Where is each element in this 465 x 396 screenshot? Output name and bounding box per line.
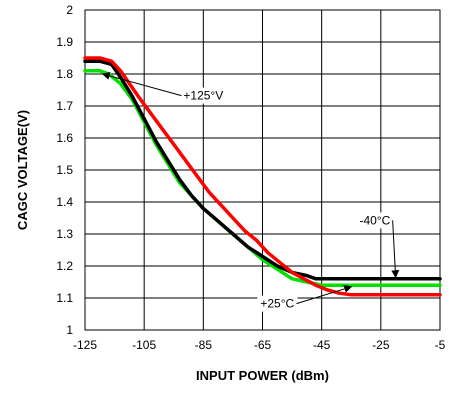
y-tick-label: 1.1 <box>56 291 73 305</box>
grid <box>84 9 441 331</box>
annotation-label: +125°V <box>183 89 223 103</box>
y-tick-label: 1.5 <box>56 163 73 177</box>
y-tick-label: 1.2 <box>56 259 73 273</box>
y-tick-label: 2 <box>66 3 73 17</box>
annotation-arrow <box>296 285 353 305</box>
x-tick-label: -5 <box>435 338 446 352</box>
annotation-label-background <box>257 295 298 312</box>
annotation-arrow <box>101 71 182 97</box>
y-tick-label: 1.8 <box>56 67 73 81</box>
x-tick-labels: -125 -105 -85 -65 -45 -25 -5 <box>73 338 446 352</box>
x-tick-label: -105 <box>132 338 156 352</box>
y-axis-title: CAGC VOLTAGE(V) <box>15 110 30 230</box>
series-line-2 <box>83 56 442 297</box>
y-tick-label: 1.3 <box>56 227 73 241</box>
x-tick-label: -45 <box>313 338 331 352</box>
annotation-arrow <box>391 220 400 279</box>
y-tick-label: 1.6 <box>56 131 73 145</box>
x-tick-label: -85 <box>195 338 213 352</box>
annotations: +125°V -40°C +25°C <box>101 71 400 312</box>
annotation-label-background <box>180 87 227 104</box>
annotation-label-background <box>356 212 394 229</box>
y-tick-label: 1 <box>66 323 73 337</box>
y-tick-labels: 1 1.1 1.2 1.3 1.4 1.5 1.6 1.7 1.8 1.9 2 <box>56 3 73 337</box>
plot-area <box>84 9 441 331</box>
annotation-label: +25°C <box>260 297 294 311</box>
x-axis-title: INPUT POWER (dBm) <box>196 368 329 383</box>
x-tick-label: -65 <box>254 338 272 352</box>
x-tick-label: -25 <box>372 338 390 352</box>
series-line-1 <box>83 59 442 281</box>
annotation-label: -40°C <box>360 213 391 227</box>
y-tick-label: 1.4 <box>56 195 73 209</box>
y-tick-label: 1.9 <box>56 35 73 49</box>
x-tick-label: -125 <box>73 338 97 352</box>
y-tick-label: 1.7 <box>56 99 73 113</box>
